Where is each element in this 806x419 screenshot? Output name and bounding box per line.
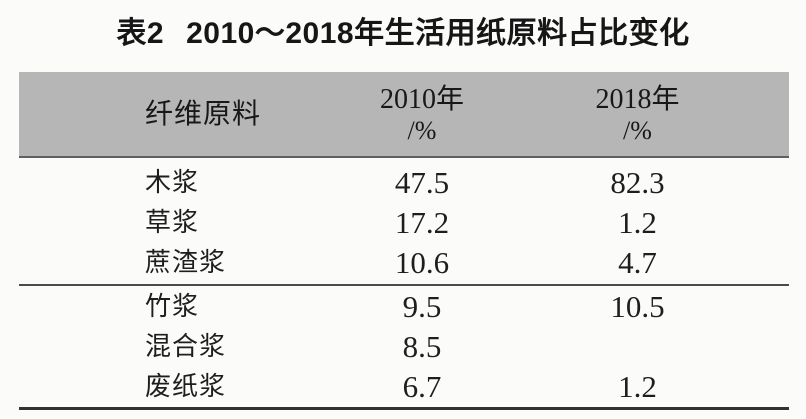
- table-header-row: 纤维原料 2010年 /% 2018年 /%: [19, 72, 789, 156]
- cell-2018-value: [535, 327, 740, 367]
- table-row: 蔗渣浆 10.6 4.7: [19, 243, 789, 283]
- table-header: 纤维原料 2010年 /% 2018年 /%: [19, 72, 789, 158]
- cell-spacer: [740, 163, 789, 203]
- bottom-rule: [19, 407, 789, 410]
- table-row: 竹浆 9.5 10.5: [19, 287, 789, 327]
- cell-spacer: [740, 327, 789, 367]
- column-header-material: 纤维原料: [19, 72, 309, 156]
- cell-2010-value: 6.7: [402, 369, 442, 404]
- cell-2018-value: 4.7: [618, 245, 657, 280]
- cell-spacer: [740, 367, 789, 407]
- table-caption-title: 2010～2018年生活用纸原料占比变化: [186, 17, 690, 50]
- table-body-group-1: 木浆 47.5 82.3 草浆 17.2 1.2 蔗渣浆 10.6 4.7: [19, 158, 789, 283]
- table-row: 木浆 47.5 82.3: [19, 163, 789, 203]
- table-caption-number: 表2: [116, 17, 165, 50]
- cell-material: 混合浆: [145, 332, 227, 361]
- column-header-2018-label: 2018年: [595, 83, 680, 115]
- cell-2018-value: 1.2: [618, 205, 657, 240]
- column-header-2010-unit: /%: [407, 115, 437, 145]
- cell-material: 蔗渣浆: [145, 248, 227, 277]
- column-header-material-label: 纤维原料: [145, 98, 262, 130]
- cell-2010-value: 47.5: [394, 165, 450, 200]
- table-row: 草浆 17.2 1.2: [19, 203, 789, 243]
- cell-2010-value: 9.5: [402, 289, 442, 324]
- cell-spacer: [740, 203, 789, 243]
- table-row: 废纸浆 6.7 1.2: [19, 367, 789, 407]
- table-body-group-2: 竹浆 9.5 10.5 混合浆 8.5 废纸浆 6.7 1.2: [19, 287, 789, 407]
- cell-spacer: [740, 287, 789, 327]
- cell-material: 废纸浆: [145, 372, 227, 401]
- column-header-2018: 2018年 /%: [535, 72, 740, 156]
- table-caption: 表2 2010～2018年生活用纸原料占比变化: [0, 15, 806, 53]
- column-header-spacer: [740, 72, 789, 156]
- cell-spacer: [740, 243, 789, 283]
- cell-2010-value: 8.5: [402, 329, 442, 364]
- data-table: 纤维原料 2010年 /% 2018年 /% 木浆 47.5 82.3: [19, 72, 789, 410]
- cell-2018-value: 1.2: [618, 369, 657, 404]
- cell-material: 草浆: [145, 208, 200, 237]
- cell-material: 竹浆: [145, 292, 200, 321]
- cell-2010-value: 10.6: [394, 245, 450, 280]
- mid-rule-divider: [19, 284, 789, 286]
- column-header-2010: 2010年 /%: [309, 72, 535, 156]
- table-row: 混合浆 8.5: [19, 327, 789, 367]
- cell-2018-value: 10.5: [610, 289, 665, 324]
- cell-material: 木浆: [145, 168, 200, 197]
- cell-2018-value: 82.3: [610, 165, 665, 200]
- column-header-2018-unit: /%: [623, 115, 652, 145]
- column-header-2010-label: 2010年: [379, 83, 464, 115]
- cell-2010-value: 17.2: [394, 205, 450, 240]
